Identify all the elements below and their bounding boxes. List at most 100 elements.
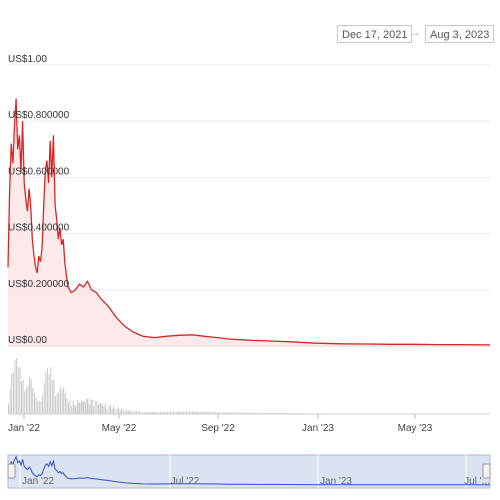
volume-bar [163, 412, 165, 414]
volume-bar [226, 412, 228, 414]
volume-bar [136, 411, 137, 414]
volume-bar [208, 411, 210, 414]
volume-bar [56, 393, 58, 414]
volume-bar [206, 412, 208, 414]
y-tick-label: US$0.00 [8, 335, 47, 346]
volume-bar [250, 412, 252, 414]
volume-bar [171, 412, 173, 414]
volume-bar [158, 412, 160, 414]
y-tick-label: US$0.800000 [8, 110, 70, 121]
volume-bar [97, 404, 99, 414]
volume-bar [102, 404, 103, 414]
volume-bar [22, 379, 24, 414]
volume-bar [38, 401, 40, 414]
volume-bars [8, 358, 490, 415]
volume-bar [218, 412, 220, 414]
volume-bar [179, 412, 181, 414]
volume-bar [227, 412, 229, 414]
volume-bar [153, 412, 155, 414]
volume-bar [190, 411, 192, 414]
price-line [7, 98, 491, 346]
volume-bar [176, 412, 177, 414]
volume-bar [236, 412, 238, 414]
y-tick-label: US$0.600000 [8, 166, 70, 177]
volume-bar [272, 412, 274, 414]
volume-bar [256, 412, 258, 414]
end-date-input[interactable]: Aug 3, 2023 [425, 25, 495, 43]
volume-bar [139, 411, 140, 414]
volume-bar [76, 400, 78, 414]
volume-bar [55, 396, 57, 414]
volume-bar [32, 387, 34, 414]
volume-bar [12, 372, 14, 414]
volume-bar [103, 405, 105, 414]
volume-bar [199, 411, 201, 414]
volume-bar [178, 411, 180, 414]
volume-bar [72, 400, 74, 414]
volume-bar [280, 412, 282, 414]
volume-bar [157, 411, 159, 414]
volume-bar [46, 367, 48, 414]
navigator-right-handle[interactable] [482, 463, 491, 479]
volume-bar [244, 412, 246, 414]
volume-bar [166, 412, 168, 414]
volume-bar [154, 412, 156, 414]
volume-bar [100, 402, 102, 414]
range-navigator[interactable]: Jan '22 Jul '22 Jan '23 Jul '... [7, 454, 491, 489]
volume-bar [196, 411, 198, 414]
volume-bar [59, 387, 61, 414]
navigator-tick-label: Jan '22 [22, 476, 54, 487]
volume-bar [177, 411, 179, 414]
volume-bar [223, 412, 225, 414]
volume-bar [91, 400, 93, 414]
volume-bar [110, 405, 112, 414]
volume-bar [254, 412, 256, 414]
volume-bar [58, 392, 60, 414]
volume-bar [185, 411, 187, 414]
volume-bar [30, 379, 32, 414]
volume-bar [182, 411, 184, 414]
volume-bar [287, 412, 289, 414]
volume-bar [246, 412, 248, 414]
volume-bar [96, 400, 98, 414]
volume-bar [259, 412, 261, 414]
volume-bar [240, 412, 242, 414]
navigator-left-handle[interactable] [7, 463, 16, 479]
volume-bar [105, 403, 106, 414]
volume-bar [119, 410, 121, 414]
volume-bar [126, 409, 128, 414]
volume-bar [145, 411, 147, 414]
volume-bar [85, 402, 86, 414]
volume-bar [35, 397, 37, 414]
volume-bar [151, 412, 153, 414]
price-area [8, 98, 490, 346]
volume-bar [228, 412, 230, 414]
volume-bar [155, 412, 157, 414]
volume-bar [167, 411, 168, 414]
y-tick-label: US$1.00 [8, 54, 47, 65]
volume-bar [86, 398, 88, 414]
volume-bar [129, 410, 131, 414]
volume-bar [25, 388, 27, 414]
volume-bar [140, 412, 142, 414]
volume-bar [211, 411, 213, 414]
volume-bar [108, 405, 110, 414]
volume-bar [237, 412, 239, 414]
start-date-input[interactable]: Dec 17, 2021 [337, 25, 413, 43]
volume-bar [212, 412, 214, 414]
volume-bar [45, 372, 47, 414]
volume-bar [137, 411, 139, 414]
volume-bar [224, 412, 226, 414]
volume-bar [89, 404, 90, 414]
volume-bar [82, 400, 84, 414]
volume-bar [184, 411, 186, 414]
volume-bar [19, 367, 21, 414]
volume-bar [16, 358, 18, 414]
volume-bar [27, 385, 29, 414]
volume-bar [9, 388, 11, 414]
volume-bar [14, 360, 16, 414]
volume-bar [202, 411, 204, 414]
volume-bar [63, 387, 65, 414]
volume-bar [215, 411, 217, 414]
